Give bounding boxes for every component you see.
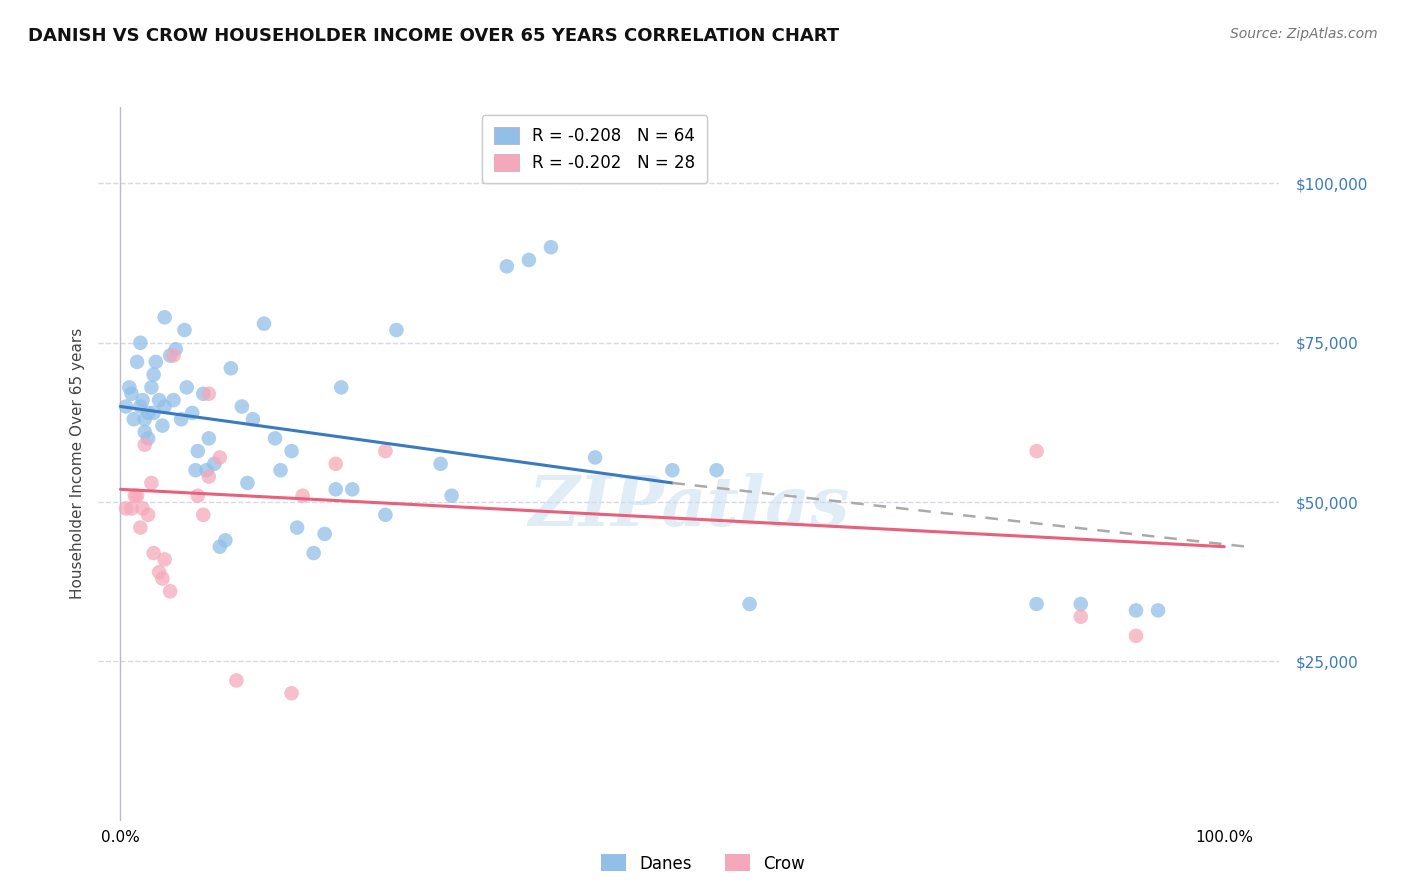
Point bbox=[145, 355, 167, 369]
Point bbox=[270, 463, 292, 477]
Point bbox=[152, 418, 174, 433]
Text: ZIPatlas: ZIPatlas bbox=[529, 473, 849, 541]
Point bbox=[374, 444, 396, 458]
Point bbox=[152, 572, 174, 586]
Point bbox=[142, 406, 165, 420]
Point bbox=[1070, 609, 1092, 624]
Point bbox=[208, 540, 231, 554]
Text: Source: ZipAtlas.com: Source: ZipAtlas.com bbox=[1230, 27, 1378, 41]
Point bbox=[342, 483, 364, 497]
Point bbox=[1125, 603, 1147, 617]
Point bbox=[125, 355, 148, 369]
Point bbox=[583, 450, 606, 465]
Point bbox=[124, 489, 146, 503]
Text: DANISH VS CROW HOUSEHOLDER INCOME OVER 65 YEARS CORRELATION CHART: DANISH VS CROW HOUSEHOLDER INCOME OVER 6… bbox=[28, 27, 839, 45]
Point bbox=[231, 400, 253, 414]
Point bbox=[253, 317, 276, 331]
Point bbox=[1125, 629, 1147, 643]
Point bbox=[225, 673, 247, 688]
Point bbox=[302, 546, 325, 560]
Point bbox=[141, 475, 163, 490]
Point bbox=[198, 431, 221, 445]
Point bbox=[540, 240, 562, 254]
Point bbox=[661, 463, 683, 477]
Point bbox=[374, 508, 396, 522]
Point bbox=[159, 584, 181, 599]
Point bbox=[1070, 597, 1092, 611]
Point bbox=[291, 489, 314, 503]
Point bbox=[136, 406, 159, 420]
Point bbox=[280, 686, 302, 700]
Point bbox=[198, 469, 221, 483]
Point bbox=[121, 386, 143, 401]
Point bbox=[285, 520, 308, 534]
Point bbox=[1025, 444, 1047, 458]
Point bbox=[115, 400, 138, 414]
Point bbox=[136, 431, 159, 445]
Point bbox=[280, 444, 302, 458]
Point bbox=[129, 400, 152, 414]
Point bbox=[165, 342, 187, 356]
Point bbox=[141, 380, 163, 394]
Point bbox=[121, 501, 143, 516]
Point bbox=[142, 546, 165, 560]
Point bbox=[173, 323, 195, 337]
Point bbox=[148, 393, 170, 408]
Point bbox=[517, 252, 540, 267]
Legend: R = -0.208   N = 64, R = -0.202   N = 28: R = -0.208 N = 64, R = -0.202 N = 28 bbox=[482, 115, 707, 184]
Point bbox=[195, 463, 218, 477]
Point bbox=[193, 386, 215, 401]
Point bbox=[142, 368, 165, 382]
Point bbox=[134, 425, 156, 439]
Point bbox=[325, 457, 347, 471]
Point bbox=[125, 489, 148, 503]
Point bbox=[134, 412, 156, 426]
Point bbox=[264, 431, 287, 445]
Point bbox=[198, 386, 221, 401]
Point bbox=[136, 508, 159, 522]
Point bbox=[738, 597, 761, 611]
Point bbox=[385, 323, 408, 337]
Point bbox=[176, 380, 198, 394]
Point bbox=[148, 565, 170, 579]
Point bbox=[115, 501, 138, 516]
Point bbox=[162, 349, 184, 363]
Point bbox=[1025, 597, 1047, 611]
Point bbox=[153, 310, 176, 325]
Point bbox=[219, 361, 242, 376]
Point bbox=[122, 412, 145, 426]
Point bbox=[330, 380, 353, 394]
Point bbox=[131, 501, 153, 516]
Point bbox=[429, 457, 451, 471]
Point bbox=[153, 552, 176, 566]
Y-axis label: Householder Income Over 65 years: Householder Income Over 65 years bbox=[69, 328, 84, 599]
Point bbox=[153, 400, 176, 414]
Point bbox=[208, 450, 231, 465]
Point bbox=[131, 393, 153, 408]
Point bbox=[242, 412, 264, 426]
Point bbox=[214, 533, 236, 548]
Point bbox=[118, 380, 141, 394]
Point bbox=[129, 335, 152, 350]
Point bbox=[325, 483, 347, 497]
Point bbox=[129, 520, 152, 534]
Point bbox=[170, 412, 193, 426]
Point bbox=[236, 475, 259, 490]
Point bbox=[193, 508, 215, 522]
Point bbox=[202, 457, 225, 471]
Point bbox=[134, 438, 156, 452]
Point bbox=[184, 463, 207, 477]
Point bbox=[1147, 603, 1170, 617]
Point bbox=[187, 444, 209, 458]
Point bbox=[162, 393, 184, 408]
Point bbox=[187, 489, 209, 503]
Point bbox=[181, 406, 204, 420]
Point bbox=[495, 260, 517, 274]
Point bbox=[159, 349, 181, 363]
Legend: Danes, Crow: Danes, Crow bbox=[595, 847, 811, 880]
Point bbox=[314, 527, 336, 541]
Point bbox=[440, 489, 463, 503]
Point bbox=[706, 463, 728, 477]
